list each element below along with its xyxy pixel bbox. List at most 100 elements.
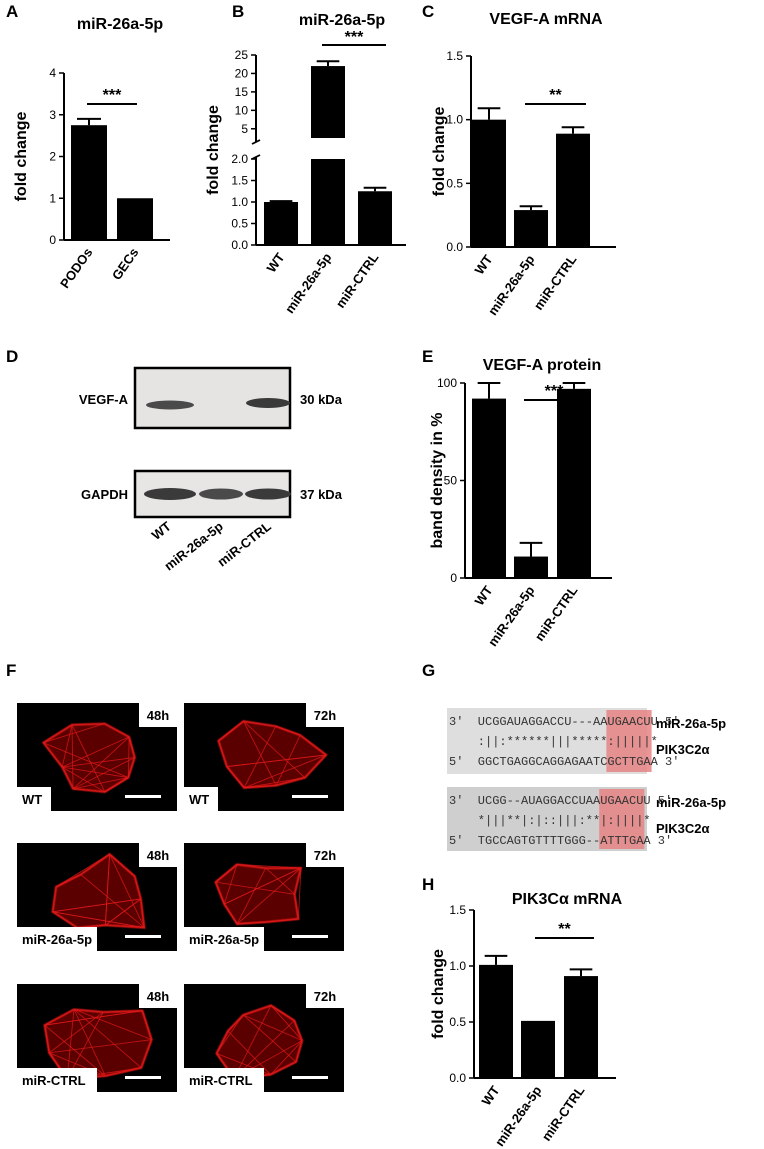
time-label: 72h xyxy=(314,708,336,723)
y-tick-label: 1.5 xyxy=(446,49,463,63)
y-tick-label: 0.5 xyxy=(446,176,463,190)
chart-title: VEGF-A protein xyxy=(483,357,602,374)
chart-title: miR-26a-5p xyxy=(299,12,385,29)
alignment-line: 5' TGCCAGTGTTTTGGG--ATTTGAA 3' xyxy=(449,834,672,848)
micrograph-grid: 48h WT 72h WT 48h miR-26a-5p 72h miR-26a-5p 48h m… xyxy=(17,703,344,1092)
bar xyxy=(311,66,345,138)
significance-label: *** xyxy=(103,87,122,104)
condition-label: miR-26a-5p xyxy=(22,932,92,947)
bar xyxy=(556,133,590,247)
micrograph-tile: 48h miR-CTRL xyxy=(17,984,177,1092)
y-tick-label: 15 xyxy=(235,85,249,99)
x-tick-label: WT xyxy=(479,1083,503,1108)
micrograph-tile: 72h miR-CTRL xyxy=(184,984,344,1092)
micrograph-tile: 48h WT xyxy=(17,703,177,811)
time-badge xyxy=(139,703,177,727)
condition-badge xyxy=(17,787,51,811)
bar xyxy=(472,119,506,247)
blot-size-label: 37 kDa xyxy=(300,487,343,502)
panel-letter-f: F xyxy=(6,661,16,680)
panel-letter-h: H xyxy=(422,875,434,894)
bar xyxy=(358,191,392,245)
condition-badge xyxy=(184,1068,264,1092)
time-badge xyxy=(306,984,344,1008)
actin-fibers xyxy=(218,720,327,789)
blot-row-label: GAPDH xyxy=(81,487,128,502)
panel-letter-e: E xyxy=(422,347,433,366)
alignment-line: 5' GGCTGAGGCAGGAGAATCGCTTGAA 3' xyxy=(449,755,679,769)
time-label: 48h xyxy=(147,989,169,1004)
panel-letter-g: G xyxy=(422,661,435,680)
condition-label: miR-26a-5p xyxy=(189,932,259,947)
time-badge xyxy=(306,843,344,867)
micrograph-tile: 72h WT xyxy=(184,703,344,811)
western-blot: VEGF-A GAPDH 30 kDa 37 kDa WT miR-26a-5p… xyxy=(79,366,343,574)
y-tick-label: 5 xyxy=(241,122,248,136)
micrograph-tile: 72h miR-26a-5p xyxy=(184,843,344,951)
alignment-line: 3' UCGG--AUAGGACCUAAUGAACUU 5' xyxy=(449,794,672,808)
condition-label: WT xyxy=(189,792,209,807)
panel-letter-b: B xyxy=(232,2,244,21)
y-axis-label: band density in % xyxy=(429,412,446,548)
y-tick-label: 1 xyxy=(49,191,56,205)
y-tick-label: 0.5 xyxy=(231,217,248,231)
actin-fibers xyxy=(52,853,145,929)
significance-label: *** xyxy=(345,29,364,46)
x-tick-label: WT xyxy=(472,583,496,608)
alignment-block: 3' UCGGAUAGGACCU---AAUGAACUU 5' :||:****… xyxy=(447,708,726,774)
y-tick-label: 0.0 xyxy=(449,1071,466,1085)
y-tick-label: 1.5 xyxy=(449,903,466,917)
bar xyxy=(557,388,591,578)
y-tick-label: 3 xyxy=(49,108,56,122)
panel-letter-c: C xyxy=(422,2,434,21)
chart-c: VEGF-A mRNA fold change 0.0 0.5 1.0 1.5 WT miR-… xyxy=(431,11,616,318)
blot-lane-label: miR-26a-5p xyxy=(161,519,226,574)
time-badge xyxy=(139,984,177,1008)
y-tick-label: 100 xyxy=(437,376,457,390)
mirna-label: miR-26a-5p xyxy=(656,795,726,810)
y-tick-label: 20 xyxy=(235,66,249,80)
chart-h: PIK3Cα mRNA fold change 0.0 0.5 1.0 1.5 WT miR-… xyxy=(430,891,623,1149)
y-tick-label: 1.0 xyxy=(231,195,248,209)
y-tick-label: 10 xyxy=(235,103,249,117)
time-label: 48h xyxy=(147,848,169,863)
panel-letter-a: A xyxy=(6,2,18,21)
actin-fibers xyxy=(216,1004,303,1079)
target-label: PIK3C2α xyxy=(656,821,710,836)
scale-bar xyxy=(125,795,161,798)
scale-bar xyxy=(292,935,328,938)
time-label: 48h xyxy=(147,708,169,723)
y-tick-label: 50 xyxy=(444,474,458,488)
panel-letter-d: D xyxy=(6,347,18,366)
bar xyxy=(514,210,548,247)
seed-highlight xyxy=(599,789,645,849)
y-tick-label: 0.0 xyxy=(231,238,248,252)
condition-badge xyxy=(17,1068,97,1092)
bar xyxy=(311,159,345,245)
bar xyxy=(71,125,107,240)
x-tick-label: PODOs xyxy=(57,245,95,291)
blot-lane-label: WT xyxy=(149,519,174,543)
y-axis-label: fold change xyxy=(431,107,448,197)
y-tick-label: 2 xyxy=(49,150,56,164)
significance-label: ** xyxy=(558,921,571,938)
bar xyxy=(264,202,298,245)
sequence-alignments: 3' UCGGAUAGGACCU---AAUGAACUU 5' :||:****… xyxy=(447,708,726,851)
y-tick-label: 0 xyxy=(49,233,56,247)
bar xyxy=(564,976,598,1078)
blot-band xyxy=(246,398,290,408)
condition-badge xyxy=(184,927,264,951)
bar xyxy=(514,556,548,578)
y-axis-label: fold change xyxy=(430,949,447,1039)
alignment-line: 3' UCGGAUAGGACCU---AAUGAACUU 5' xyxy=(449,715,679,729)
seed-highlight xyxy=(606,710,652,772)
y-tick-label: 0.5 xyxy=(449,1015,466,1029)
significance-label: *** xyxy=(545,383,564,400)
condition-label: miR-CTRL xyxy=(189,1073,253,1088)
chart-b: miR-26a-5p fold change 0.0 0.5 1.0 1.5 2.0 5 10 1… xyxy=(205,12,406,316)
blot-lane-label: miR-CTRL xyxy=(215,519,274,570)
x-tick-label: miR-CTRL xyxy=(539,1083,588,1144)
scale-bar xyxy=(292,795,328,798)
condition-label: miR-CTRL xyxy=(22,1073,86,1088)
blot-band xyxy=(245,488,291,500)
